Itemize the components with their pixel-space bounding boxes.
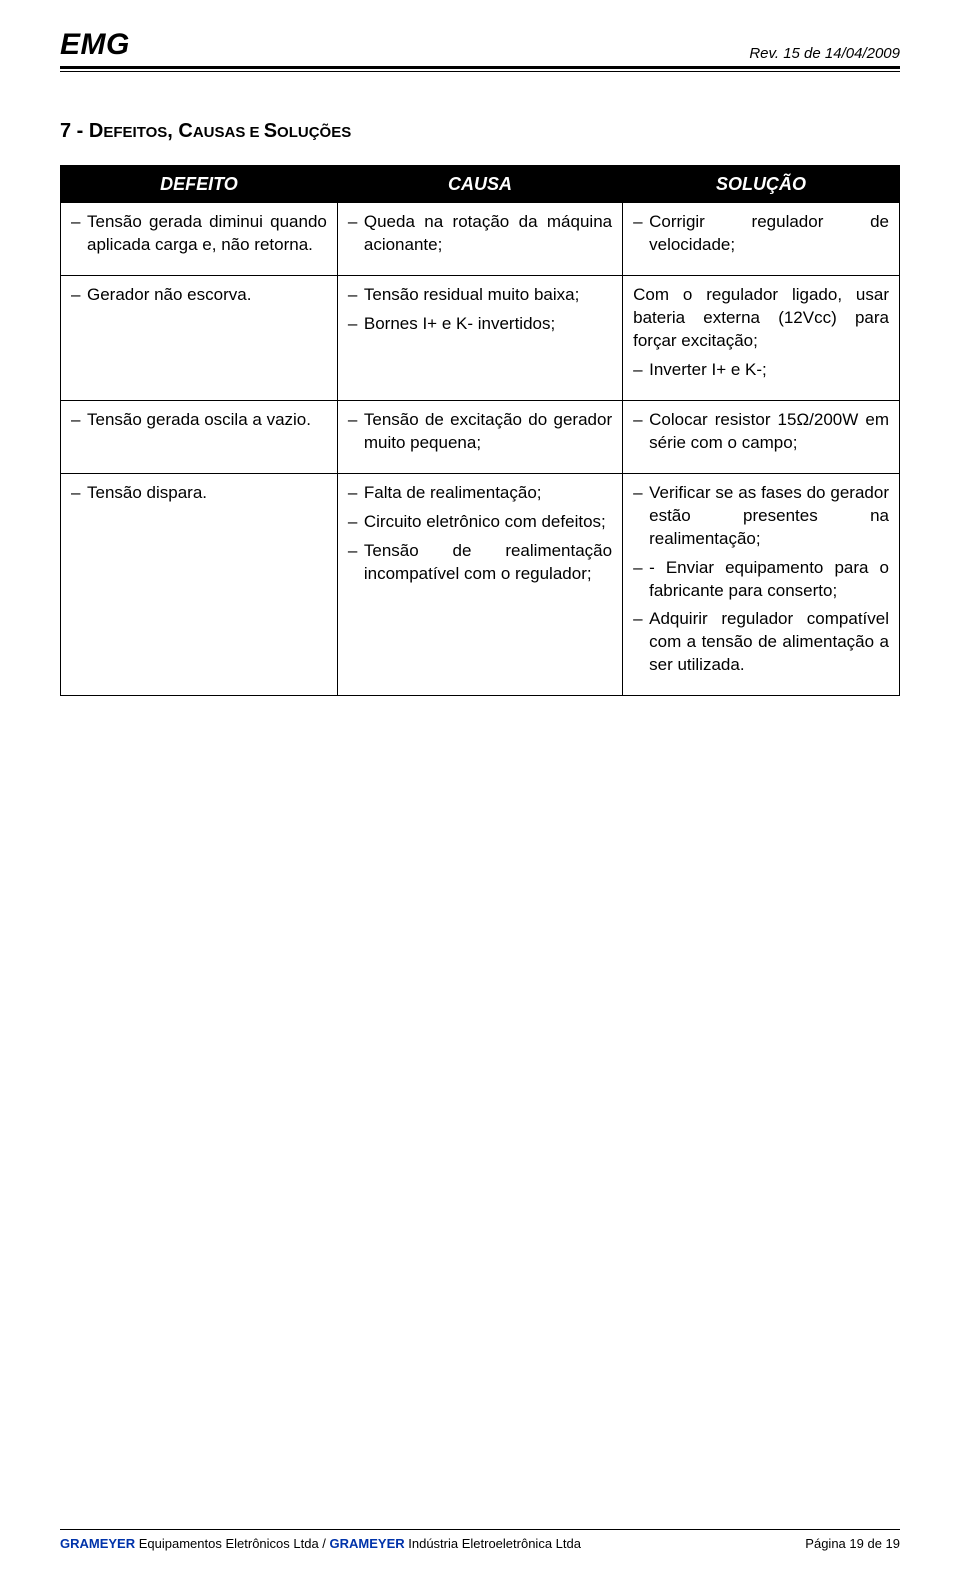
header-rule bbox=[60, 66, 900, 72]
cell-defeito: –Tensão gerada oscila a vazio. bbox=[61, 400, 338, 473]
sol-text: Verificar se as fases do gerador estão p… bbox=[649, 482, 889, 551]
footer-company1-rest: Equipamentos Eletrônicos Ltda / bbox=[135, 1536, 329, 1551]
cell-causa: –Tensão residual muito baixa; –Bornes I+… bbox=[337, 276, 622, 401]
cau-text: Circuito eletrônico com defeitos; bbox=[364, 511, 612, 534]
cau-text: Queda na rotação da máquina acionante; bbox=[364, 211, 612, 257]
t-sm-1: EFEITOS bbox=[103, 124, 167, 141]
footer-page-number: Página 19 de 19 bbox=[805, 1536, 900, 1551]
cell-defeito: –Tensão gerada diminui quando aplicada c… bbox=[61, 203, 338, 276]
footer-rule bbox=[60, 1529, 900, 1530]
cell-solucao: Com o regulador ligado, usar bateria ext… bbox=[623, 276, 900, 401]
col-header-defeito: DEFEITO bbox=[61, 166, 338, 203]
col-header-solucao: SOLUÇÃO bbox=[623, 166, 900, 203]
t-big-2: , C bbox=[167, 120, 193, 142]
cell-solucao: –Corrigir regulador de velocidade; bbox=[623, 203, 900, 276]
sol-text: Adquirir regulador compatível com a tens… bbox=[649, 608, 889, 677]
cau-text: Bornes I+ e K- invertidos; bbox=[364, 313, 612, 336]
cau-text: Tensão de excitação do gerador muito peq… bbox=[364, 409, 612, 455]
cell-defeito: –Tensão dispara. bbox=[61, 473, 338, 696]
table-row: –Tensão gerada oscila a vazio. –Tensão d… bbox=[61, 400, 900, 473]
section-number: 7 - bbox=[60, 120, 89, 142]
table-row: –Tensão dispara. –Falta de realimentação… bbox=[61, 473, 900, 696]
t-sm-3: OLUÇÕES bbox=[277, 124, 351, 141]
def-text: Tensão gerada oscila a vazio. bbox=[87, 409, 327, 432]
cell-causa: –Tensão de excitação do gerador muito pe… bbox=[337, 400, 622, 473]
cau-text: Tensão de realimentação incompatível com… bbox=[364, 540, 612, 586]
t-sm-2: AUSAS E bbox=[193, 124, 264, 141]
footer-company2-rest: Indústria Eletroeletrônica Ltda bbox=[405, 1536, 581, 1551]
cell-solucao: –Verificar se as fases do gerador estão … bbox=[623, 473, 900, 696]
table-row: –Gerador não escorva. –Tensão residual m… bbox=[61, 276, 900, 401]
sol-text: Colocar resistor 15Ω/200W em série com o… bbox=[649, 409, 889, 455]
def-text: Tensão gerada diminui quando aplicada ca… bbox=[87, 211, 327, 257]
cau-text: Falta de realimentação; bbox=[364, 482, 612, 505]
table-row: –Tensão gerada diminui quando aplicada c… bbox=[61, 203, 900, 276]
footer-company1-bold: GRAMEYER bbox=[60, 1536, 135, 1551]
cell-causa: –Falta de realimentação; –Circuito eletr… bbox=[337, 473, 622, 696]
t-big-1: D bbox=[89, 120, 103, 142]
brand-text: EMG bbox=[60, 28, 130, 62]
table-header-row: DEFEITO CAUSA SOLUÇÃO bbox=[61, 166, 900, 203]
footer-company: GRAMEYER Equipamentos Eletrônicos Ltda /… bbox=[60, 1536, 581, 1551]
page-footer: GRAMEYER Equipamentos Eletrônicos Ltda /… bbox=[60, 1529, 900, 1551]
col-header-causa: CAUSA bbox=[337, 166, 622, 203]
page-header: EMG Rev. 15 de 14/04/2009 bbox=[60, 28, 900, 62]
sol-text: Inverter I+ e K-; bbox=[649, 359, 889, 382]
cell-defeito: –Gerador não escorva. bbox=[61, 276, 338, 401]
sol-text: - Enviar equipamento para o fabricante p… bbox=[649, 557, 889, 603]
cell-solucao: –Colocar resistor 15Ω/200W em série com … bbox=[623, 400, 900, 473]
cau-text: Tensão residual muito baixa; bbox=[364, 284, 612, 307]
def-text: Tensão dispara. bbox=[87, 482, 327, 505]
section-title: 7 - DEFEITOS, CAUSAS E SOLUÇÕES bbox=[60, 120, 900, 143]
sol-text: Corrigir regulador de velocidade; bbox=[649, 211, 889, 257]
troubleshoot-table: DEFEITO CAUSA SOLUÇÃO –Tensão gerada dim… bbox=[60, 165, 900, 696]
def-text: Gerador não escorva. bbox=[87, 284, 327, 307]
t-big-3: S bbox=[264, 120, 277, 142]
cell-causa: –Queda na rotação da máquina acionante; bbox=[337, 203, 622, 276]
revision-text: Rev. 15 de 14/04/2009 bbox=[749, 45, 900, 62]
footer-company2-bold: GRAMEYER bbox=[330, 1536, 405, 1551]
sol-intro-text: Com o regulador ligado, usar bateria ext… bbox=[633, 284, 889, 353]
